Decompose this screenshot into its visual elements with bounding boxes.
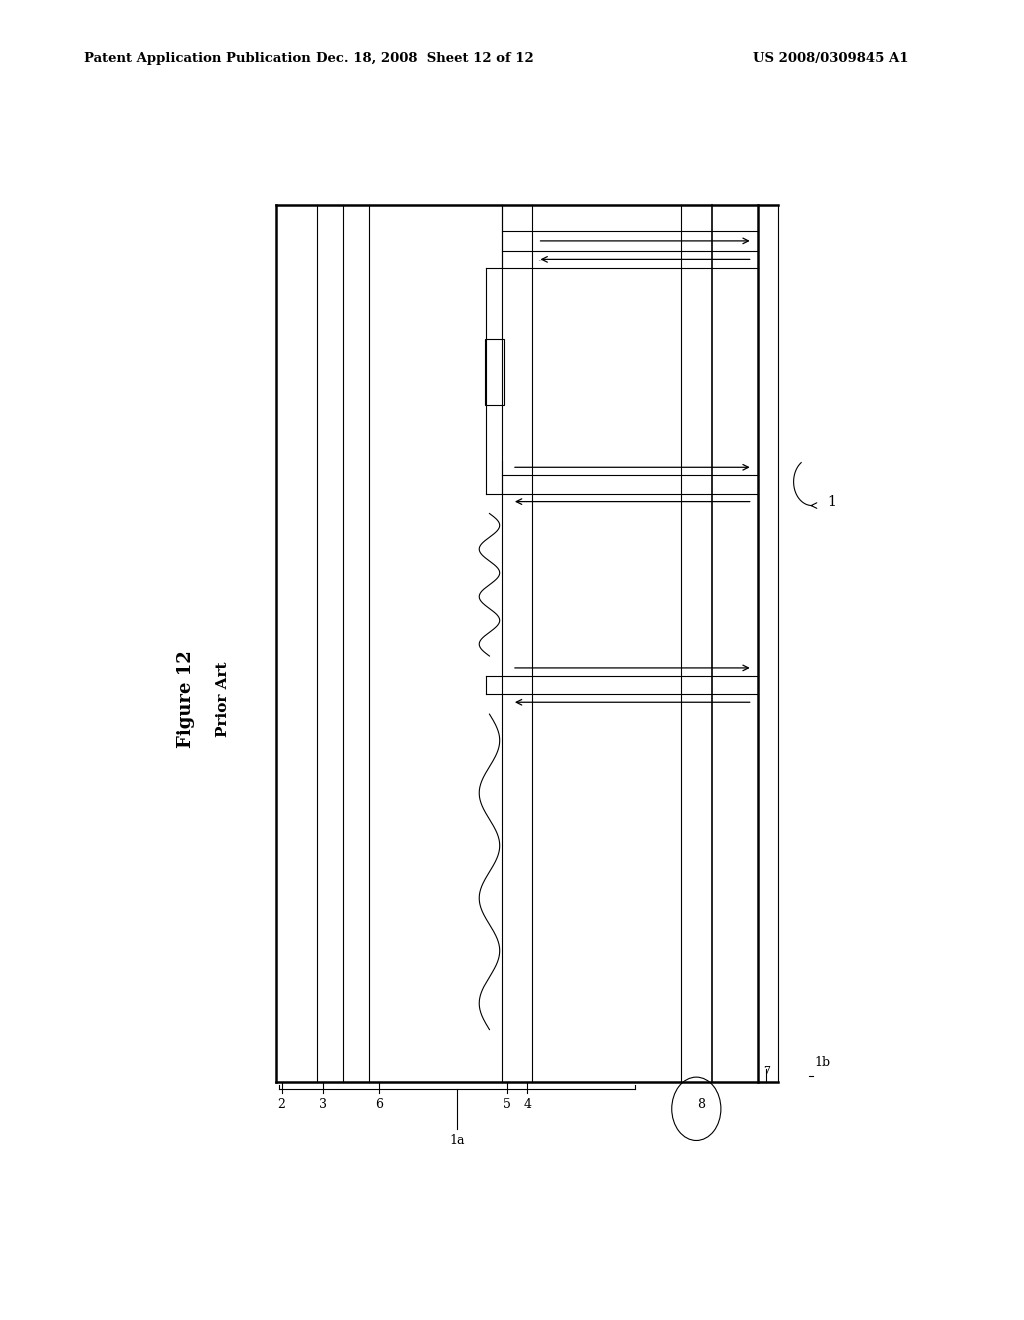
Circle shape [672, 1077, 721, 1140]
Text: 4: 4 [523, 1098, 531, 1111]
Text: 1b: 1b [814, 1056, 830, 1069]
Text: 6: 6 [375, 1098, 383, 1111]
Text: ..: .. [538, 255, 543, 264]
Bar [485, 338, 504, 404]
Text: US 2008/0309845 A1: US 2008/0309845 A1 [753, 51, 908, 65]
Text: 5: 5 [503, 1098, 511, 1111]
Text: 3: 3 [318, 1098, 327, 1111]
Text: 8: 8 [697, 1098, 706, 1111]
Text: 1: 1 [827, 495, 837, 508]
Text: 7: 7 [763, 1065, 770, 1076]
Text: Dec. 18, 2008  Sheet 12 of 12: Dec. 18, 2008 Sheet 12 of 12 [316, 51, 534, 65]
Text: Patent Application Publication: Patent Application Publication [84, 51, 310, 65]
Text: 2: 2 [278, 1098, 286, 1111]
Text: 1a: 1a [449, 1134, 465, 1147]
Text: Figure 12: Figure 12 [177, 651, 196, 748]
Text: Prior Art: Prior Art [216, 661, 230, 738]
